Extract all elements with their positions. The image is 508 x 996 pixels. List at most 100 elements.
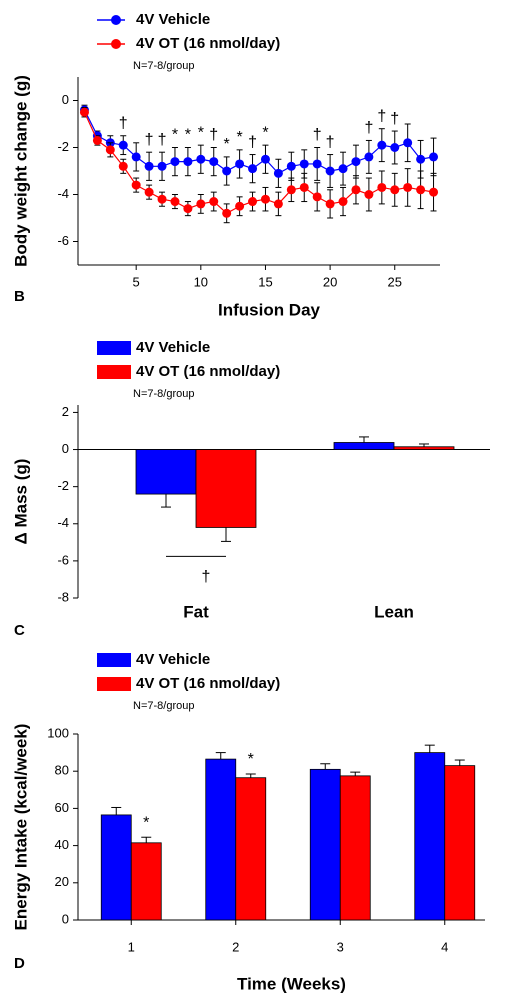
point: [170, 157, 180, 167]
point: [299, 182, 309, 192]
point: [235, 201, 245, 211]
point: [351, 157, 361, 167]
legend-label: 4V OT (16 nmol/day): [136, 675, 280, 692]
significance-mark: †: [313, 127, 322, 144]
significance-mark: †: [145, 131, 154, 148]
point: [260, 194, 270, 204]
point: [403, 182, 413, 192]
y-tick-label: 20: [55, 874, 69, 889]
point: [325, 199, 335, 209]
x-tick-label: Lean: [374, 602, 414, 621]
point: [273, 199, 283, 209]
x-tick-label: 20: [323, 274, 337, 289]
point: [390, 185, 400, 195]
significance-mark: †: [364, 120, 373, 137]
x-tick-label: 4: [441, 939, 448, 954]
legend-label: 4V Vehicle: [136, 651, 210, 668]
y-tick-label: 80: [55, 763, 69, 778]
significance-mark: †: [158, 131, 167, 148]
x-tick-label: 15: [258, 274, 272, 289]
point: [377, 182, 387, 192]
y-tick-label: -2: [57, 139, 69, 154]
point: [196, 154, 206, 164]
y-tick-label: -4: [57, 186, 69, 201]
point: [118, 140, 128, 150]
legend-label: 4V Vehicle: [136, 11, 210, 28]
y-tick-label: -2: [57, 478, 69, 493]
panel-label: B: [14, 288, 25, 305]
y-tick-label: 2: [62, 404, 69, 419]
x-tick-label: 10: [194, 274, 208, 289]
bar: [195, 449, 257, 528]
x-tick-label: 5: [133, 274, 140, 289]
point: [403, 138, 413, 148]
point: [235, 159, 245, 169]
x-tick-label: 3: [337, 939, 344, 954]
y-tick-label: -6: [57, 552, 69, 567]
legend-marker: [111, 15, 121, 25]
series-line: [83, 111, 434, 215]
y-tick-label: 0: [62, 441, 69, 456]
significance-mark: †: [377, 108, 386, 125]
y-tick-label: -6: [57, 233, 69, 248]
point: [183, 157, 193, 167]
point: [312, 192, 322, 202]
point: [170, 197, 180, 207]
bar: [339, 775, 371, 921]
significance-mark: †: [248, 134, 257, 151]
point: [157, 161, 167, 171]
bar: [205, 758, 237, 921]
panel-label: D: [14, 955, 25, 972]
point: [260, 154, 270, 164]
point: [157, 194, 167, 204]
point: [131, 152, 141, 162]
bar: [414, 752, 446, 921]
point: [377, 140, 387, 150]
point: [312, 159, 322, 169]
point: [364, 190, 374, 199]
legend-swatch: [97, 677, 131, 691]
point: [325, 166, 335, 176]
bar: [444, 765, 476, 921]
point: [416, 154, 426, 164]
point: [286, 185, 296, 195]
bar: [135, 449, 197, 495]
legend-label: 4V Vehicle: [136, 339, 210, 356]
point: [131, 180, 141, 190]
point: [183, 204, 193, 214]
panel-label: C: [14, 622, 25, 639]
point: [209, 157, 219, 167]
point: [299, 159, 309, 169]
legend-marker: [111, 39, 121, 49]
significance-mark: *: [248, 751, 254, 768]
bar: [393, 446, 455, 450]
bar: [309, 768, 341, 921]
y-axis-title: Body weight change (g): [11, 75, 30, 267]
significance-mark: *: [143, 814, 149, 831]
point: [144, 187, 154, 197]
y-axis-title: Δ Mass (g): [11, 459, 30, 545]
point: [196, 199, 206, 209]
y-tick-label: 60: [55, 800, 69, 815]
legend-label: 4V OT (16 nmol/day): [136, 35, 280, 52]
bar: [333, 442, 395, 450]
significance-mark: †: [390, 110, 399, 127]
legend-note: N=7-8/group: [133, 60, 194, 72]
significance-mark: †: [202, 569, 211, 586]
point: [222, 208, 232, 218]
significance-mark: *: [224, 136, 230, 153]
x-axis-title: Time (Weeks): [237, 974, 346, 993]
bar: [235, 777, 267, 921]
bar: [130, 842, 162, 921]
point: [429, 187, 439, 197]
y-tick-label: 100: [47, 725, 69, 740]
point: [92, 135, 102, 145]
significance-mark: *: [236, 129, 242, 146]
point: [79, 107, 89, 117]
point: [390, 143, 400, 152]
significance-mark: *: [198, 124, 204, 141]
y-tick-label: 0: [62, 92, 69, 107]
point: [286, 161, 296, 171]
x-tick-label: Fat: [183, 602, 209, 621]
